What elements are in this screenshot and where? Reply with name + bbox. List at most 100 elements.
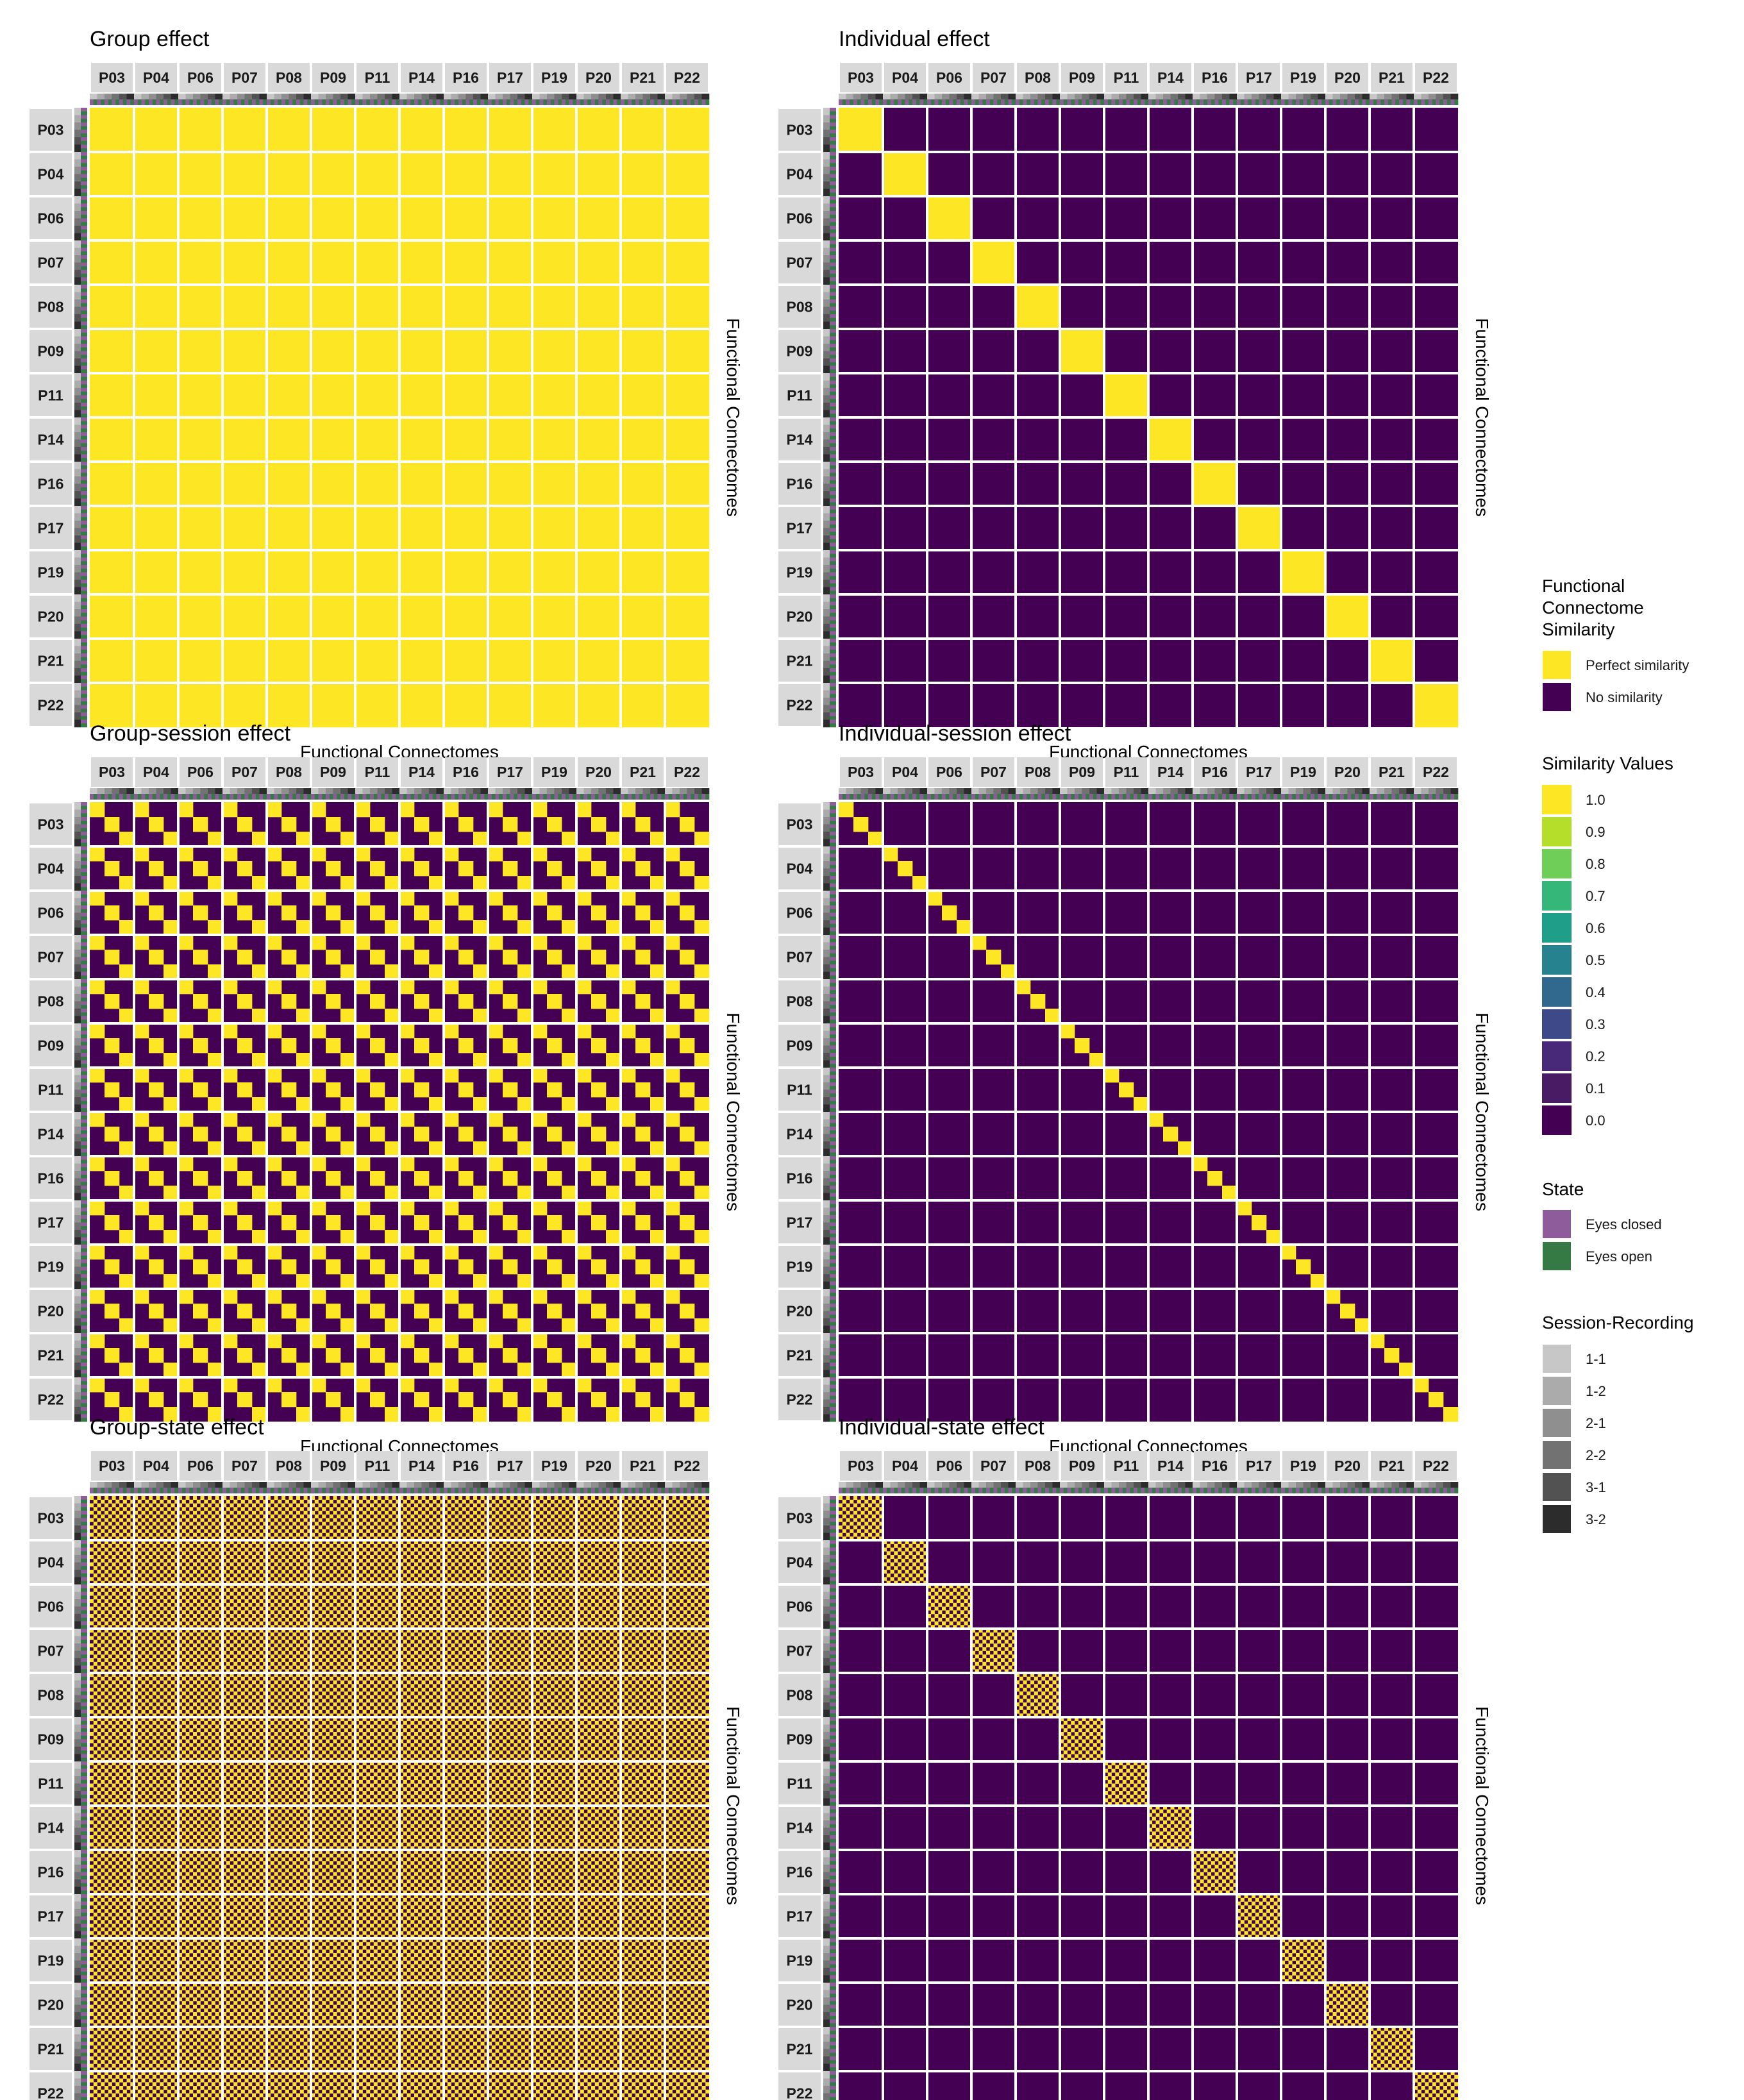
heatmap-cell [555, 145, 558, 149]
heatmap-cell [473, 108, 477, 112]
heatmap-cell [392, 119, 396, 122]
heatmap-cell [245, 133, 249, 137]
heatmap-cell [322, 145, 326, 149]
heatmap-cell [149, 115, 153, 119]
heatmap-cell [108, 189, 112, 193]
heatmap-cell [370, 130, 374, 134]
heatmap-cell [193, 122, 197, 126]
heatmap-cell [160, 122, 164, 126]
heatmap-cell [569, 130, 573, 134]
heatmap-cell [156, 181, 160, 185]
heatmap-cell [422, 137, 426, 141]
heatmap-cell [164, 108, 167, 112]
heatmap-cell [189, 160, 193, 164]
heatmap-cell [466, 119, 470, 122]
heatmap-cell [610, 133, 614, 137]
heatmap-cell [558, 145, 562, 149]
heatmap-cell [112, 167, 116, 171]
heatmap-cell [233, 163, 237, 167]
heatmap-cell [142, 163, 146, 167]
heatmap-cell [319, 119, 323, 122]
heatmap-cell [381, 133, 385, 137]
heatmap-cell [448, 141, 451, 145]
heatmap-cell [230, 130, 234, 134]
heatmap-cell [101, 137, 105, 141]
heatmap-cell [197, 137, 201, 141]
heatmap-cell [94, 145, 97, 149]
heatmap-cell [164, 137, 167, 141]
heatmap-cell [189, 167, 193, 171]
heatmap-cell [160, 156, 164, 160]
heatmap-cell [558, 130, 562, 134]
heatmap-cell [171, 160, 175, 164]
heatmap-cell [138, 189, 142, 193]
heatmap-cell [315, 130, 319, 134]
heatmap-cell [186, 181, 190, 185]
heatmap-cell [507, 137, 510, 141]
heatmap-cell [149, 167, 153, 171]
heatmap-cell [289, 108, 293, 112]
heatmap-cell [322, 108, 326, 112]
heatmap-cell [698, 145, 702, 149]
heatmap-cell [363, 108, 367, 112]
heatmap-cell [241, 145, 245, 149]
heatmap-cell [171, 130, 175, 134]
heatmap-cell [260, 130, 264, 134]
heatmap-cell [429, 112, 433, 115]
heatmap-cell [197, 174, 201, 178]
heatmap-cell [289, 174, 293, 178]
heatmap-cell [260, 122, 264, 126]
heatmap-cell [212, 185, 215, 189]
heatmap-cell [566, 133, 569, 137]
heatmap-cell [569, 141, 573, 145]
heatmap-cell [658, 133, 662, 137]
heatmap-cell [363, 126, 367, 130]
heatmap-cell [628, 119, 632, 122]
heatmap-cell [584, 115, 588, 119]
heatmap-cell [149, 185, 153, 189]
heatmap-cell [145, 171, 149, 174]
heatmap-cell [123, 178, 127, 181]
heatmap-cell [241, 115, 245, 119]
heatmap-cell [370, 119, 374, 122]
heatmap-cell [595, 122, 599, 126]
heatmap-cell [381, 115, 385, 119]
heatmap-cell [97, 122, 101, 126]
heatmap-cell [233, 112, 237, 115]
heatmap-cell [540, 137, 544, 141]
heatmap-cell [422, 115, 426, 119]
heatmap-cell [698, 133, 702, 137]
heatmap-cell [260, 178, 264, 181]
heatmap-cell [142, 141, 146, 145]
heatmap-cell [330, 141, 333, 145]
heatmap-cell [632, 145, 635, 149]
heatmap-cell [477, 119, 481, 122]
heatmap-cell [278, 112, 281, 115]
heatmap-cell [451, 119, 455, 122]
heatmap-cell [119, 181, 123, 185]
heatmap-cell [514, 137, 517, 141]
heatmap-cell [414, 126, 418, 130]
heatmap-cell [112, 115, 116, 119]
heatmap-cell [410, 145, 414, 149]
heatmap-cell [340, 108, 344, 112]
heatmap-cell [669, 145, 673, 149]
heatmap-cell [458, 137, 462, 141]
heatmap-cell [389, 133, 392, 137]
heatmap-cell [112, 130, 116, 134]
heatmap-cell [407, 108, 411, 112]
heatmap-cell [245, 178, 249, 181]
heatmap-cell [337, 119, 340, 122]
heatmap-cell [167, 163, 171, 167]
heatmap-cell [197, 119, 201, 122]
heatmap-cell [410, 126, 414, 130]
heatmap-cell [337, 122, 340, 126]
heatmap-cell [635, 130, 639, 134]
heatmap-cell [562, 119, 566, 122]
heatmap-cell [193, 185, 197, 189]
heatmap-cell [271, 145, 274, 149]
heatmap-cell [348, 119, 352, 122]
heatmap-cell [462, 119, 466, 122]
heatmap-cell [333, 112, 337, 115]
heatmap-cell [112, 119, 116, 122]
